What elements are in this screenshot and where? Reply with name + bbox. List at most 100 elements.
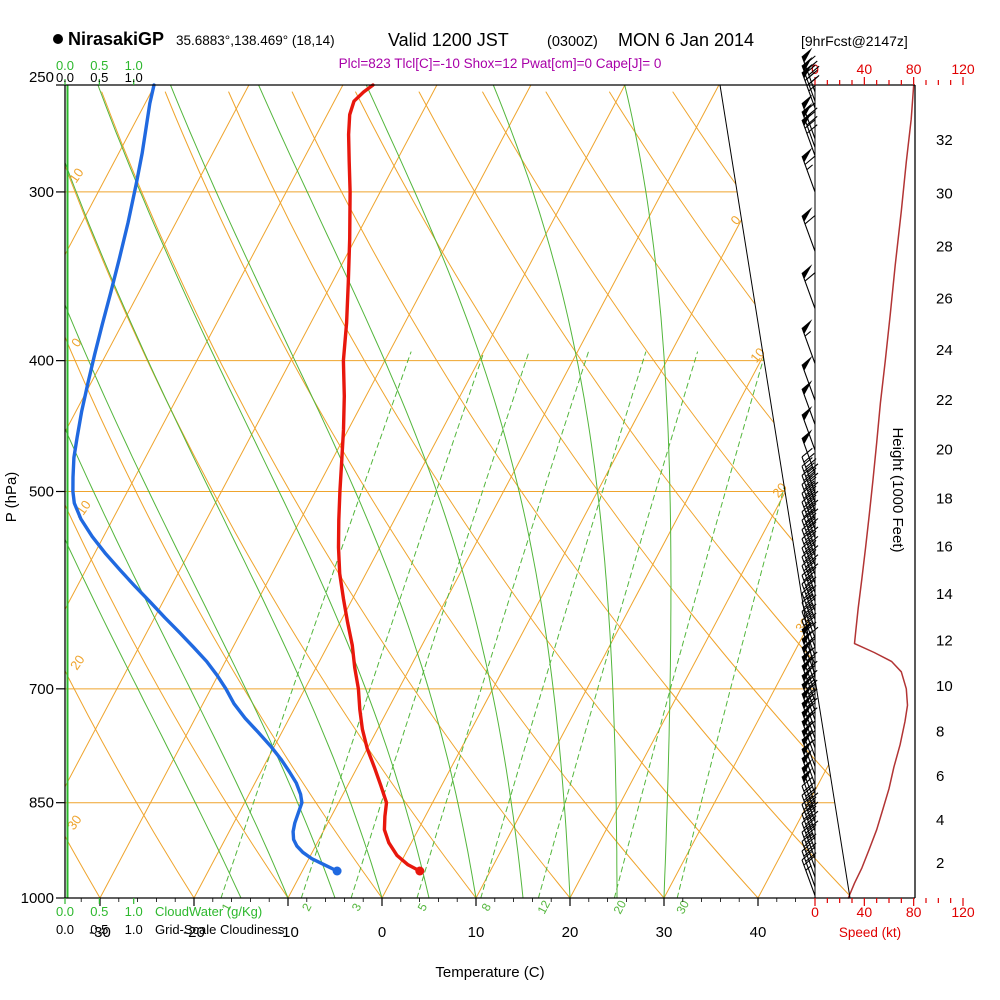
svg-text:0: 0 xyxy=(811,904,819,920)
svg-text:0.0: 0.0 xyxy=(56,922,74,937)
temperature-axis-title: Temperature (C) xyxy=(435,964,544,981)
svg-text:2: 2 xyxy=(936,855,944,872)
svg-text:12: 12 xyxy=(535,898,554,917)
svg-text:24: 24 xyxy=(936,342,953,359)
svg-text:500: 500 xyxy=(29,484,54,501)
speed-axis-title: Speed (kt) xyxy=(839,925,901,940)
wind-barb xyxy=(801,405,816,451)
svg-text:8: 8 xyxy=(936,723,944,740)
svg-text:5: 5 xyxy=(415,901,431,914)
dewpoint-surface-dot xyxy=(332,866,342,876)
valid-date: MON 6 Jan 2014 xyxy=(618,30,754,50)
svg-text:40: 40 xyxy=(857,904,873,920)
svg-text:18: 18 xyxy=(936,490,953,507)
svg-text:1.0: 1.0 xyxy=(125,58,143,73)
svg-text:4: 4 xyxy=(936,812,944,829)
wind-barb xyxy=(801,841,817,887)
svg-text:28: 28 xyxy=(936,239,953,256)
station-marker-icon xyxy=(53,34,63,44)
svg-text:1.0: 1.0 xyxy=(125,922,143,937)
header: NirasakiGP 35.6883°,138.469° (18,14) Val… xyxy=(53,29,908,71)
pressure-axis-title: P (hPa) xyxy=(3,472,20,523)
wind-speed-curve xyxy=(847,84,915,899)
temperature-surface-dot xyxy=(415,866,425,876)
sounding-profiles xyxy=(66,83,915,899)
valid-zulu: (0300Z) xyxy=(547,34,598,50)
svg-text:16: 16 xyxy=(936,538,953,555)
svg-text:0.0: 0.0 xyxy=(56,904,74,919)
svg-text:22: 22 xyxy=(936,392,953,409)
svg-text:120: 120 xyxy=(951,61,975,77)
svg-text:40: 40 xyxy=(750,924,767,941)
wind-barb xyxy=(801,380,816,425)
svg-text:0.5: 0.5 xyxy=(90,922,108,937)
wind-barb xyxy=(801,147,816,193)
svg-text:20: 20 xyxy=(936,442,953,459)
wind-barbs xyxy=(801,47,820,896)
temperature-curve xyxy=(336,83,425,876)
forecast-tag: [9hrFcst@2147z] xyxy=(801,33,908,49)
svg-text:10: 10 xyxy=(66,165,87,185)
svg-text:8: 8 xyxy=(479,901,495,914)
wind-barb xyxy=(801,804,819,850)
wind-barb xyxy=(801,602,817,648)
svg-text:14: 14 xyxy=(936,586,953,603)
svg-text:10: 10 xyxy=(468,924,485,941)
svg-text:80: 80 xyxy=(906,61,922,77)
svg-text:30: 30 xyxy=(656,924,673,941)
wind-barb xyxy=(801,850,816,896)
wind-barb xyxy=(801,319,816,364)
valid-time: Valid 1200 JST xyxy=(388,30,509,50)
svg-text:250: 250 xyxy=(29,69,54,86)
svg-text:1.0: 1.0 xyxy=(125,70,143,85)
svg-text:-30: -30 xyxy=(89,924,111,941)
svg-text:0.5: 0.5 xyxy=(90,58,108,73)
svg-text:400: 400 xyxy=(29,353,54,370)
svg-text:20: 20 xyxy=(611,898,630,917)
wind-barb xyxy=(801,94,818,139)
svg-text:32: 32 xyxy=(936,132,953,149)
wind-barb xyxy=(801,63,818,109)
wind-barb xyxy=(801,264,816,309)
svg-text:40: 40 xyxy=(857,61,873,77)
svg-text:80: 80 xyxy=(906,904,922,920)
station-name: NirasakiGP xyxy=(68,29,164,49)
svg-text:0: 0 xyxy=(68,335,84,350)
svg-text:2: 2 xyxy=(299,901,315,914)
wind-barb xyxy=(801,538,819,584)
svg-text:20: 20 xyxy=(67,652,88,672)
stability-indices: Plcl=823 Tlcl[C]=-10 Shox=12 Pwat[cm]=0 … xyxy=(339,56,662,71)
svg-text:850: 850 xyxy=(29,795,54,812)
svg-text:0.5: 0.5 xyxy=(90,70,108,85)
cloudwater-axis-title: CloudWater (g/Kg) xyxy=(155,904,262,919)
svg-text:30: 30 xyxy=(64,812,85,832)
svg-text:300: 300 xyxy=(29,184,54,201)
svg-text:3: 3 xyxy=(349,901,365,914)
svg-text:120: 120 xyxy=(951,904,975,920)
svg-text:0: 0 xyxy=(378,924,386,941)
svg-text:20: 20 xyxy=(562,924,579,941)
svg-text:30: 30 xyxy=(936,186,953,203)
svg-text:20: 20 xyxy=(769,480,790,501)
svg-text:0.0: 0.0 xyxy=(56,70,74,85)
svg-text:-10: -10 xyxy=(277,924,299,941)
svg-text:1.0: 1.0 xyxy=(125,904,143,919)
wind-barb xyxy=(801,529,819,575)
svg-text:6: 6 xyxy=(936,768,944,785)
wind-barb xyxy=(801,206,816,252)
dewpoint-curve xyxy=(71,83,342,876)
wind-barb xyxy=(801,111,818,156)
svg-text:700: 700 xyxy=(29,681,54,698)
svg-text:30: 30 xyxy=(673,898,692,917)
svg-text:0.0: 0.0 xyxy=(56,58,74,73)
cloudiness-axis-title: Grid-Scale Cloudiness xyxy=(155,922,285,937)
axis-titles: P (hPa) Temperature (C) Height (1000 Fee… xyxy=(3,427,906,981)
svg-text:0.5: 0.5 xyxy=(90,904,108,919)
wind-barb xyxy=(801,355,816,401)
background-grid xyxy=(65,85,850,898)
svg-text:26: 26 xyxy=(936,291,953,308)
